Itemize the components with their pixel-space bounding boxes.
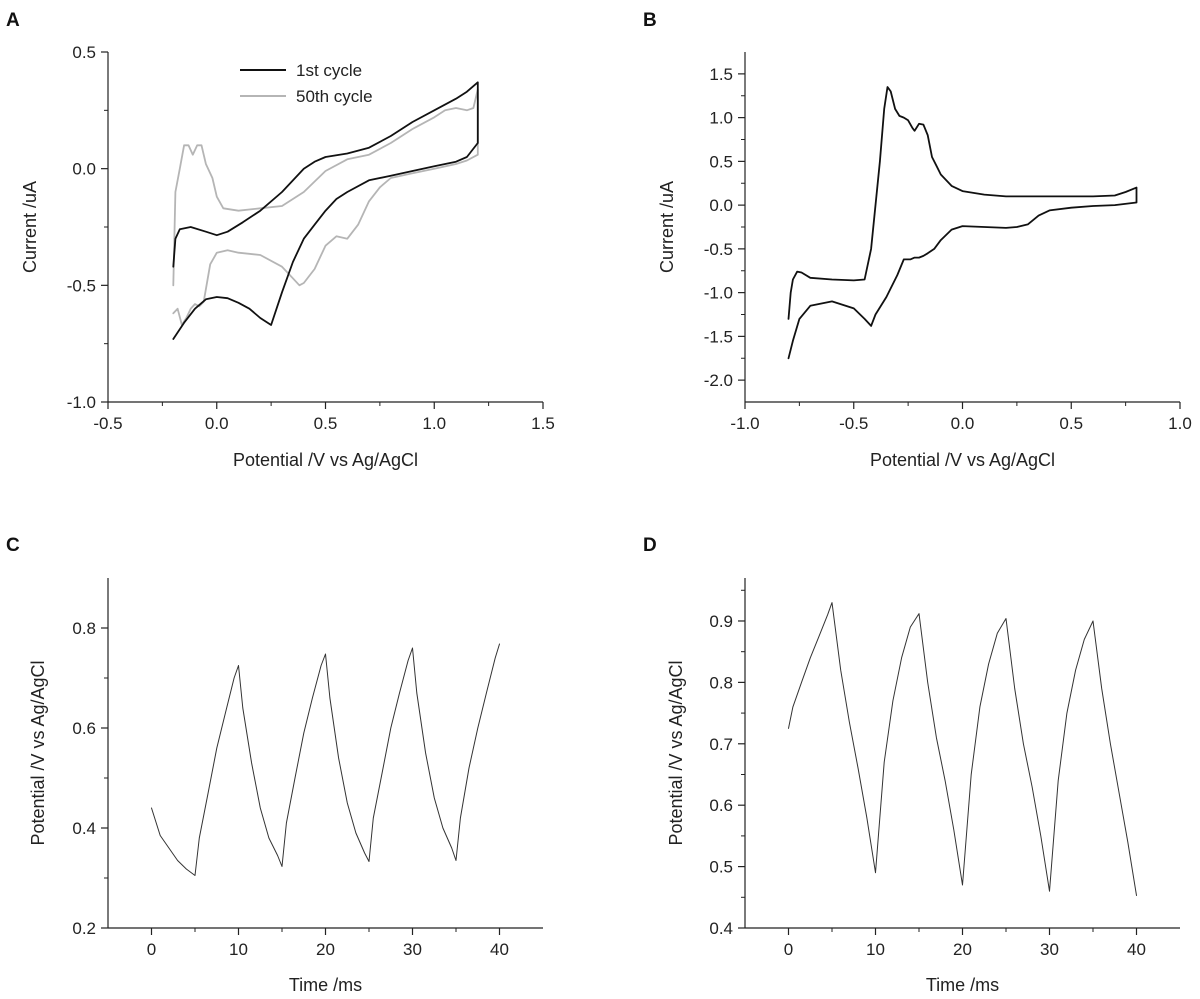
- y-tick-label: 0.9: [709, 612, 733, 631]
- y-tick-label: 1.0: [709, 109, 733, 128]
- x-tick-label: 0.0: [205, 414, 229, 433]
- legend: 1st cycle 50th cycle: [240, 61, 373, 106]
- panel-letter: C: [6, 535, 20, 556]
- series-line-trace: [788, 602, 1137, 896]
- x-tick-label: -0.5: [93, 414, 122, 433]
- y-tick-label: 0.5: [709, 152, 733, 171]
- x-tick-label: 10: [229, 940, 248, 959]
- y-tick-label: 0.4: [72, 819, 96, 838]
- y-axis-label: Potential /V vs Ag/AgCl: [666, 660, 686, 845]
- series-line-50th-cycle: [172, 88, 479, 326]
- series-line-1st-cycle: [172, 81, 479, 340]
- series-line-cv: [787, 86, 1138, 360]
- y-tick-label: 0.8: [72, 619, 96, 638]
- x-tick-label: 40: [1127, 940, 1146, 959]
- panel-letter: A: [6, 10, 20, 31]
- x-tick-label: 0.5: [314, 414, 338, 433]
- y-tick-label: 0.2: [72, 919, 96, 938]
- y-tick-label: 0.6: [709, 796, 733, 815]
- y-tick-label: 0.6: [72, 719, 96, 738]
- x-tick-label: 10: [866, 940, 885, 959]
- x-axis-label: Potential /V vs Ag/AgCl: [870, 450, 1055, 470]
- y-tick-label: -0.5: [704, 240, 733, 259]
- y-tick-label: 0.5: [709, 858, 733, 877]
- y-tick-label: 0.4: [709, 919, 733, 938]
- y-axis-label: Potential /V vs Ag/AgCl: [28, 660, 48, 845]
- y-tick-label: -1.0: [67, 393, 96, 412]
- y-tick-label: 0.7: [709, 735, 733, 754]
- x-tick-label: 30: [403, 940, 422, 959]
- panel-letter: D: [643, 535, 657, 556]
- legend-label: 50th cycle: [296, 87, 373, 106]
- x-tick-label: -0.5: [839, 414, 868, 433]
- chart-panel-b: B -1.0 -0.5 0.0 0.5 1.0 -2.0 -1.5 -1.0 -0.5 0.0 0.5…: [643, 10, 1192, 470]
- x-tick-label: 1.0: [422, 414, 446, 433]
- y-tick-label: -0.5: [67, 276, 96, 295]
- y-tick-label: -1.5: [704, 327, 733, 346]
- legend-label: 1st cycle: [296, 61, 362, 80]
- y-tick-label: 0.5: [72, 43, 96, 62]
- x-axis-label: Time /ms: [289, 975, 362, 995]
- x-tick-label: 20: [316, 940, 335, 959]
- y-tick-label: -1.0: [704, 284, 733, 303]
- x-tick-label: 0: [784, 940, 793, 959]
- x-tick-label: 1.5: [531, 414, 555, 433]
- y-tick-label: 1.5: [709, 65, 733, 84]
- y-tick-label: 0.0: [72, 160, 96, 179]
- y-tick-label: 0.8: [709, 673, 733, 692]
- x-axis-label: Potential /V vs Ag/AgCl: [233, 450, 418, 470]
- x-tick-label: 0: [147, 940, 156, 959]
- chart-panel-a: A -0.5 0.0 0.5 1.0 1.5 -1.0 -0.5 0.0 0.5 Potential…: [6, 10, 555, 470]
- chart-panel-c: C 0 10 20 30 40 0.2 0.4 0.6 0.8 Time /ms Potential …: [6, 535, 543, 995]
- y-axis-label: Current /uA: [20, 181, 40, 273]
- y-tick-label: -2.0: [704, 371, 733, 390]
- x-tick-label: 1.0: [1168, 414, 1192, 433]
- x-tick-label: 30: [1040, 940, 1059, 959]
- x-tick-label: 40: [490, 940, 509, 959]
- y-tick-label: 0.0: [709, 196, 733, 215]
- x-tick-label: -1.0: [730, 414, 759, 433]
- panel-letter: B: [643, 10, 657, 31]
- x-tick-label: 0.0: [951, 414, 975, 433]
- x-tick-label: 20: [953, 940, 972, 959]
- y-axis-label: Current /uA: [657, 181, 677, 273]
- series-line-trace: [151, 643, 500, 876]
- x-axis-label: Time /ms: [926, 975, 999, 995]
- x-tick-label: 0.5: [1059, 414, 1083, 433]
- chart-panel-d: D 0 10 20 30 40 0.4 0.5 0.6 0.7 0.8 0.9 Time /ms Pote…: [643, 535, 1180, 995]
